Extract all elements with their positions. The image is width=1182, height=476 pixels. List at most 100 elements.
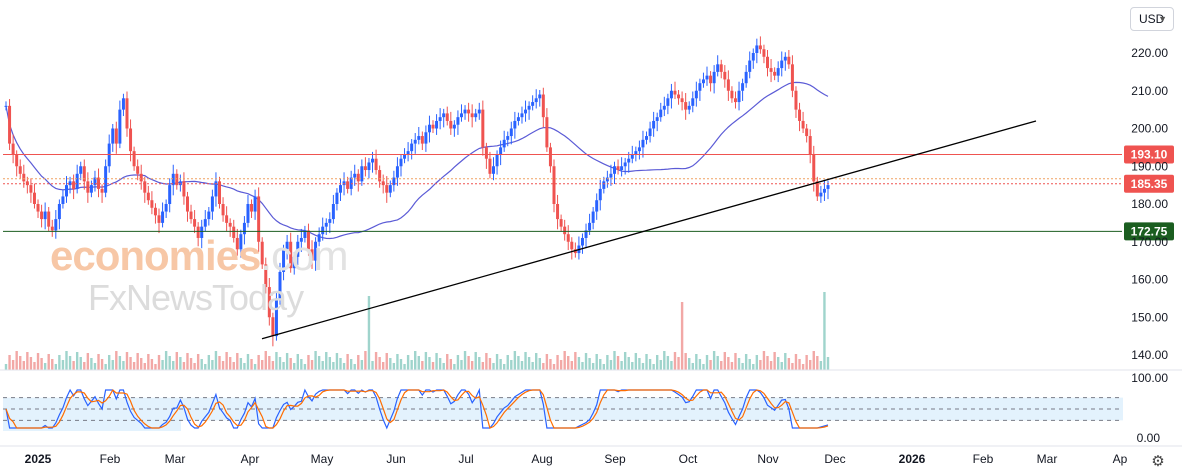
- candle-body: [694, 90, 698, 99]
- candle-body: [225, 215, 229, 223]
- candle-body: [787, 56, 791, 65]
- volume-bar: [709, 360, 712, 370]
- candle-body: [385, 185, 389, 193]
- volume-bar: [335, 353, 339, 370]
- currency-selector[interactable]: USD ▼: [1130, 7, 1174, 31]
- candle-body: [342, 181, 346, 186]
- volume-bar: [670, 361, 673, 370]
- volume-bar: [364, 351, 367, 370]
- volume-bar: [214, 351, 218, 370]
- candle-body: [470, 113, 474, 118]
- volume-bar: [627, 357, 630, 370]
- level-price-tag: [1124, 222, 1174, 241]
- volume-bar: [688, 358, 691, 370]
- volume-bar: [680, 302, 684, 370]
- stochastic-tick-label: 0.00: [1137, 431, 1161, 445]
- volume-bar: [559, 360, 563, 370]
- candle-body: [726, 79, 730, 91]
- price-tick-label: 170.00: [1131, 235, 1168, 249]
- candle-body: [524, 109, 528, 114]
- candle-body: [111, 128, 115, 144]
- volume-bar: [542, 363, 545, 370]
- candle-body: [534, 98, 538, 103]
- candle-body: [438, 117, 442, 121]
- time-axis[interactable]: 2025 Feb Mar Apr May Jun Jul Aug Sep Oct Nov Dec 202…: [0, 445, 1182, 466]
- candle-body: [360, 166, 364, 182]
- candle-body: [196, 226, 200, 238]
- candle-body: [516, 117, 520, 121]
- volume-bar: [599, 359, 602, 370]
- candle-body: [22, 173, 26, 182]
- candle-body: [285, 241, 289, 250]
- candle-body: [353, 173, 357, 178]
- volume-bar: [15, 351, 18, 370]
- volume-bar: [104, 364, 107, 370]
- volume-bar: [691, 363, 694, 370]
- volume-bar: [492, 363, 495, 370]
- time-tick-label: Jun: [386, 452, 405, 466]
- volume-bar: [396, 354, 399, 370]
- volume-bar: [399, 359, 403, 370]
- volume-bar: [40, 358, 43, 370]
- volume-bar: [367, 296, 371, 370]
- candle-body: [751, 53, 755, 61]
- volume-bar: [168, 356, 171, 370]
- horizontal-levels[interactable]: 193.10 185.35 172.75: [3, 145, 1174, 241]
- gear-icon[interactable]: ⚙: [1151, 453, 1165, 470]
- time-tick-label: Feb: [100, 452, 121, 466]
- candle-body: [666, 98, 670, 106]
- candle-body: [815, 181, 819, 197]
- volume-bar: [787, 358, 791, 370]
- volume-bar: [125, 352, 129, 370]
- volume-bar: [211, 360, 214, 370]
- volume-bar: [83, 362, 86, 370]
- candle-body: [203, 219, 207, 227]
- candle-body: [723, 71, 727, 80]
- candle-body: [733, 98, 737, 103]
- candle-body: [292, 256, 296, 269]
- volume-bar: [762, 351, 766, 370]
- currency-label: USD: [1139, 12, 1165, 26]
- candle-body: [118, 109, 122, 144]
- candle-body: [463, 109, 467, 114]
- candle-body: [481, 109, 485, 148]
- candle-body: [623, 162, 627, 167]
- volume-bars: [4, 292, 830, 370]
- stochastic-band-left: [3, 397, 181, 431]
- volume-bar: [609, 360, 613, 370]
- volume-bar: [107, 355, 111, 370]
- volume-bar: [157, 355, 161, 370]
- moving-average-line: [5, 81, 829, 240]
- volume-bar: [798, 359, 801, 370]
- candle-body: [381, 181, 385, 186]
- price-axis[interactable]: 220.00 210.00 200.00 190.00 180.00 170.00 160.…: [1131, 46, 1168, 362]
- volume-bar: [182, 362, 186, 370]
- candle-body: [790, 64, 794, 91]
- volume-bar: [236, 353, 239, 370]
- candle-body: [691, 98, 695, 106]
- candle-body: [221, 204, 225, 216]
- volume-bar: [221, 361, 225, 370]
- candle-body: [488, 158, 492, 174]
- candle-body: [424, 132, 428, 144]
- candle-body: [68, 181, 72, 186]
- volume-bar: [54, 364, 58, 370]
- candle-body: [267, 287, 271, 318]
- candle-body: [730, 90, 734, 99]
- volume-bar: [773, 352, 776, 370]
- price-tick-label: 190.00: [1131, 159, 1168, 173]
- trendline[interactable]: [261, 120, 1037, 340]
- candle-body: [712, 71, 716, 84]
- candle-body: [100, 188, 104, 193]
- volume-bar: [246, 354, 250, 370]
- candle-body: [495, 154, 499, 167]
- volume-bar: [175, 352, 179, 370]
- candle-body: [773, 71, 777, 76]
- volume-bar: [776, 357, 780, 370]
- volume-bar: [510, 360, 513, 370]
- volume-bar: [29, 357, 33, 370]
- volume-bar: [65, 351, 68, 370]
- volume-bar: [442, 363, 445, 370]
